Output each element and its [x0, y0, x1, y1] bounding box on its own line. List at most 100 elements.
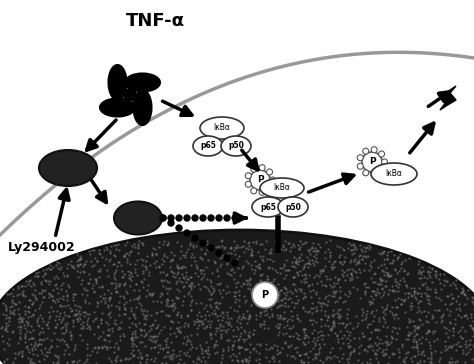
Point: [315, 349, 322, 355]
Point: [33, 317, 41, 323]
Point: [181, 275, 188, 281]
Point: [334, 277, 342, 283]
Point: [242, 346, 249, 352]
Point: [409, 318, 417, 324]
Point: [451, 321, 458, 327]
Point: [422, 313, 429, 319]
Point: [5, 323, 12, 328]
Point: [0, 300, 6, 306]
Point: [395, 349, 403, 355]
Point: [142, 359, 150, 364]
Point: [168, 257, 176, 263]
Point: [235, 303, 243, 309]
Point: [188, 274, 195, 280]
Point: [138, 262, 146, 268]
Point: [172, 353, 179, 359]
Point: [184, 321, 192, 327]
Point: [300, 339, 307, 345]
Point: [107, 309, 114, 315]
Point: [213, 268, 220, 274]
Point: [308, 257, 315, 263]
Point: [198, 313, 205, 319]
Point: [301, 294, 309, 300]
Point: [246, 282, 254, 288]
Point: [276, 265, 284, 270]
Point: [117, 333, 124, 339]
Point: [260, 321, 268, 327]
Point: [240, 293, 248, 299]
Point: [309, 248, 317, 254]
Point: [309, 244, 316, 250]
Point: [304, 260, 311, 266]
Point: [14, 340, 21, 346]
Point: [288, 259, 296, 265]
Point: [184, 323, 192, 329]
Point: [286, 295, 293, 301]
Point: [305, 257, 313, 263]
Point: [64, 282, 72, 288]
Point: [333, 244, 341, 249]
Circle shape: [266, 185, 273, 191]
Point: [176, 265, 183, 270]
Point: [226, 304, 234, 310]
Point: [472, 319, 474, 325]
Point: [424, 356, 432, 361]
Point: [429, 314, 437, 320]
Point: [346, 337, 354, 343]
Point: [83, 356, 91, 362]
Point: [265, 358, 273, 364]
Point: [82, 299, 89, 305]
Point: [206, 321, 214, 327]
Point: [3, 340, 10, 346]
Point: [285, 333, 293, 339]
Point: [100, 329, 107, 335]
Point: [181, 254, 188, 260]
Point: [213, 281, 221, 286]
Point: [145, 291, 153, 297]
Point: [336, 328, 344, 334]
Point: [128, 320, 136, 326]
Point: [400, 298, 408, 304]
Point: [256, 299, 264, 305]
Point: [338, 272, 346, 277]
Point: [310, 335, 317, 341]
Point: [220, 245, 228, 251]
Point: [345, 266, 352, 272]
Point: [193, 356, 201, 362]
Point: [423, 275, 430, 281]
Point: [328, 326, 335, 332]
Point: [245, 280, 253, 286]
Point: [143, 316, 150, 322]
Point: [244, 260, 251, 266]
Point: [337, 345, 344, 351]
Point: [179, 284, 186, 290]
Point: [80, 313, 88, 319]
Point: [201, 312, 209, 318]
Point: [382, 346, 390, 352]
Point: [239, 336, 246, 342]
Point: [104, 304, 111, 310]
Point: [146, 328, 153, 334]
Point: [288, 317, 295, 323]
Point: [304, 254, 311, 260]
Point: [413, 345, 421, 351]
Point: [456, 327, 464, 333]
Point: [128, 343, 136, 348]
Point: [149, 321, 157, 327]
Ellipse shape: [221, 136, 251, 156]
Point: [263, 287, 270, 293]
Point: [292, 259, 299, 265]
Point: [292, 260, 300, 266]
Point: [193, 362, 201, 364]
Point: [190, 362, 197, 364]
Point: [377, 251, 384, 257]
Point: [206, 277, 214, 283]
Circle shape: [176, 215, 182, 221]
Point: [365, 246, 373, 252]
Point: [353, 259, 361, 265]
Point: [373, 286, 381, 292]
Point: [380, 248, 388, 254]
Point: [59, 293, 66, 299]
Point: [57, 319, 65, 325]
Point: [216, 290, 224, 296]
